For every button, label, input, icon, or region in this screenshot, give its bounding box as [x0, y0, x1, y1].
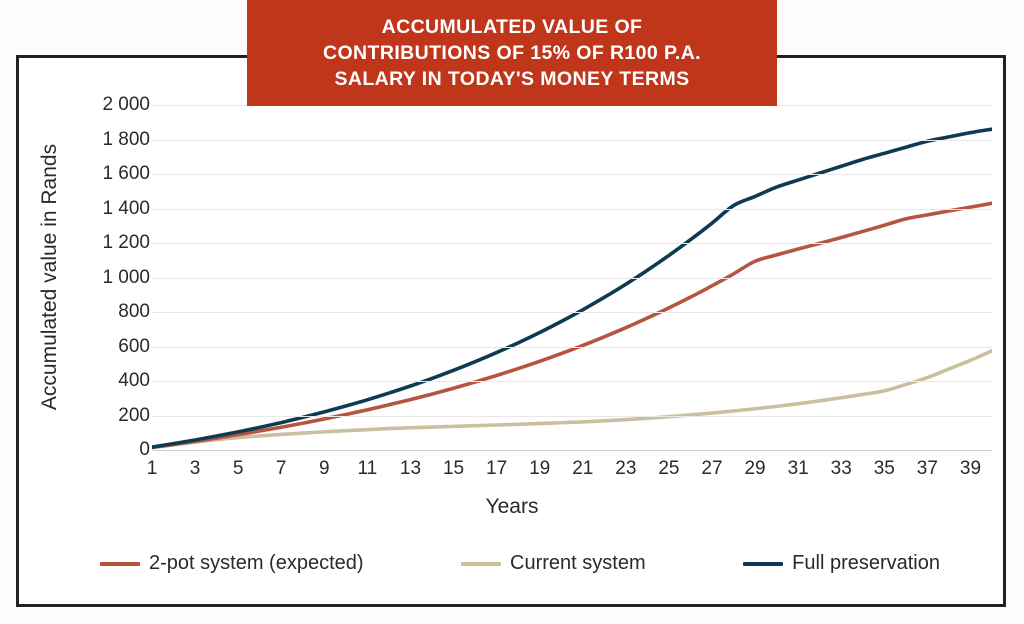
legend-label: Full preservation: [792, 552, 940, 574]
gridline: [152, 346, 992, 348]
y-tick-label: 1 000: [102, 266, 150, 288]
x-tick-label: 7: [275, 458, 287, 479]
chart-frame: [16, 55, 1006, 607]
x-tick-label: 31: [787, 458, 809, 479]
legend-item[interactable]: Full preservation: [743, 552, 940, 575]
x-tick-label: 25: [658, 458, 680, 479]
x-tick-label: 15: [442, 458, 465, 479]
x-tick-label: 37: [916, 458, 938, 479]
gridline: [152, 139, 992, 141]
y-tick-label: 0: [139, 439, 150, 460]
y-tick-label: 400: [118, 370, 150, 391]
legend-swatch-icon: [461, 561, 502, 566]
x-tick-label: 17: [486, 458, 508, 479]
series-line: [152, 349, 992, 450]
x-tick-label: 23: [615, 458, 637, 479]
y-tick-label: 200: [118, 404, 150, 426]
x-axis-label: Years: [485, 495, 539, 518]
gridline: [152, 105, 992, 106]
series-line: [152, 201, 992, 450]
gridline: [152, 381, 992, 382]
gridline: [152, 243, 992, 244]
legend-label: Current system: [510, 552, 646, 574]
y-tick-label: 1 400: [102, 197, 150, 219]
gridline: [152, 415, 992, 417]
y-tick-label: 800: [118, 301, 150, 322]
series-lines: [152, 127, 992, 450]
y-tick-label: 1 800: [102, 128, 150, 150]
x-tick-label: 1: [146, 458, 158, 479]
x-tick-label: 5: [232, 458, 244, 479]
chart-title-line-3: SALARY IN TODAY'S MONEY TERMS: [334, 68, 690, 90]
x-axis-line: [152, 450, 992, 451]
x-tick-label: 3: [189, 458, 201, 479]
y-tick-label: 2 000: [102, 94, 150, 115]
x-axis-ticks: 1 3 5 7 9 11 13 15 17 19 21 23 25 27 29 31 33 35 37 39: [147, 0, 992, 624]
gridline: [152, 312, 992, 313]
x-tick-label: 9: [319, 458, 330, 479]
gridline: [152, 208, 992, 210]
chart-title-line-1: ACCUMULATED VALUE OF: [381, 16, 643, 38]
x-tick-label: 27: [701, 458, 723, 479]
legend-swatch-icon: [100, 561, 140, 566]
plot-area: [152, 105, 992, 451]
x-tick-label: 11: [357, 458, 378, 479]
legend-swatch-icon: [743, 561, 784, 566]
chart-title-line-2: CONTRIBUTIONS OF 15% OF R100 P.A.: [323, 42, 701, 64]
legend-item[interactable]: 2-pot system (expected): [100, 552, 364, 575]
x-tick-label: 21: [572, 458, 594, 479]
x-tick-label: 13: [399, 458, 422, 479]
legend-item[interactable]: Current system: [461, 552, 646, 575]
y-axis-ticks: 0 200 400 600 800 1 000 1 200 1 400 1 600 1 800 2 …: [40, 0, 150, 624]
y-tick-label: 1 600: [102, 163, 150, 184]
x-tick-label: 19: [529, 458, 551, 479]
x-tick-label: 39: [959, 458, 982, 479]
gridline: [152, 277, 992, 279]
x-tick-label: 33: [830, 458, 852, 479]
y-tick-label: 600: [118, 335, 150, 357]
x-tick-label: 35: [873, 458, 895, 479]
gridline: [152, 174, 992, 175]
chart-title-banner: ACCUMULATED VALUE OF CONTRIBUTIONS OF 15…: [249, 2, 775, 104]
series-line: [152, 127, 992, 449]
chart-legend: 2-pot system (expected) Current system Ful…: [100, 552, 940, 575]
y-tick-label: 1 200: [102, 232, 150, 253]
legend-label: 2-pot system (expected): [149, 552, 364, 574]
x-tick-label: 29: [744, 458, 766, 479]
